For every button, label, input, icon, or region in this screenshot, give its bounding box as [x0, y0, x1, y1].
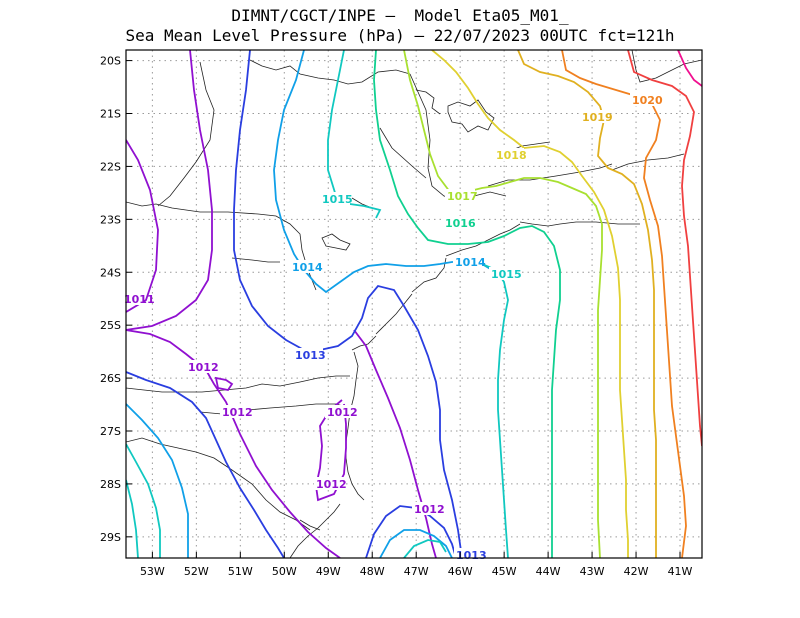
x-tick-label: 44W — [536, 565, 561, 578]
contour-label: 1012 — [188, 361, 219, 374]
x-tick-label: 45W — [492, 565, 517, 578]
isobar-1019 — [517, 50, 657, 558]
isobar-1021 — [627, 50, 702, 447]
isobar-1012 — [353, 329, 437, 558]
coastline — [519, 221, 640, 227]
isobar-1011 — [126, 139, 159, 313]
contour-label: 1014 — [455, 256, 486, 269]
state-border — [126, 375, 350, 393]
x-tick-label: 51W — [228, 565, 253, 578]
isobar-1020 — [561, 50, 687, 558]
contour-label: 1019 — [582, 111, 613, 124]
state-border — [379, 127, 427, 179]
contour-labels: 1011 1012 1012 1012 1012 1012 1013 1013 … — [124, 93, 663, 562]
isobar-1012 — [126, 329, 341, 558]
contour-label: 1020 — [632, 94, 663, 107]
x-tick-label: 43W — [580, 565, 605, 578]
coastline — [415, 89, 441, 115]
isobar-1012 — [315, 399, 347, 502]
y-tick-label: 23S — [100, 213, 121, 226]
y-tick-label: 22S — [100, 160, 121, 173]
lake — [447, 99, 495, 133]
state-border — [126, 201, 317, 291]
x-tick-label: 47W — [404, 565, 429, 578]
y-tick-label: 29S — [100, 531, 121, 544]
isobar-1013 — [233, 50, 463, 558]
y-tick-label: 26S — [100, 372, 121, 385]
x-tick-label: 52W — [184, 565, 209, 578]
isobar-1018 — [431, 50, 629, 558]
country-border — [126, 437, 311, 531]
country-border — [299, 519, 321, 531]
y-tick-label: 27S — [100, 425, 121, 438]
coastline — [411, 257, 447, 293]
x-tick-label: 50W — [272, 565, 297, 578]
x-tick-label: 46W — [448, 565, 473, 578]
isobar-1022 — [677, 50, 702, 87]
isobar-1015 — [469, 257, 509, 558]
state-border — [157, 61, 215, 207]
isobar-1015 — [403, 539, 447, 558]
isobar-1012 — [214, 376, 234, 392]
coastline — [289, 503, 341, 558]
isobar-1015 — [126, 443, 161, 558]
coastline — [445, 223, 521, 257]
contour-label: 1012 — [222, 406, 253, 419]
x-tick-label: 42W — [624, 565, 649, 578]
contour-label: 1017 — [447, 190, 478, 203]
contour-label: 1013 — [456, 549, 487, 562]
contour-label: 1012 — [414, 503, 445, 516]
isobar-1014 — [126, 403, 189, 558]
contour-label: 1012 — [316, 478, 347, 491]
coastline — [345, 351, 365, 501]
y-tick-label: 20S — [100, 55, 121, 68]
isobar-1016 — [126, 479, 139, 558]
y-tick-label: 25S — [100, 319, 121, 332]
x-axis-ticks: 53W 52W 51W 50W 49W 48W 47W 46W 45W 44W 43W 42W 41W — [140, 552, 693, 578]
contour-label: 1018 — [496, 149, 527, 162]
coastline — [321, 233, 351, 251]
state-border — [249, 59, 411, 85]
title-line-1: DIMNT/CGCT/INPE – Model Eta05_M01_ — [231, 6, 569, 25]
y-tick-label: 21S — [100, 108, 121, 121]
contour-label: 1014 — [292, 261, 323, 274]
graticule-grid — [126, 50, 702, 558]
contour-label: 1011 — [124, 293, 155, 306]
isobars — [126, 50, 702, 558]
coastline — [351, 335, 377, 351]
y-tick-label: 24S — [100, 266, 121, 279]
contour-label: 1016 — [445, 217, 476, 230]
isobar-1012 — [126, 50, 213, 331]
contour-label: 1012 — [327, 406, 358, 419]
isobar-1017 — [403, 50, 603, 558]
isobar-1016 — [373, 50, 561, 558]
coastlines-borders — [126, 50, 702, 558]
title-line-2: Sea Mean Level Pressure (hPa) – 22/07/20… — [125, 26, 675, 45]
state-border — [611, 153, 685, 171]
contour-label: 1013 — [295, 349, 326, 362]
contour-label: 1015 — [322, 193, 353, 206]
isobar-1013 — [126, 371, 285, 558]
x-tick-label: 53W — [140, 565, 165, 578]
coastline — [375, 293, 413, 335]
map-frame — [125, 49, 703, 559]
y-axis-ticks: 20S 21S 22S 23S 24S 25S 26S 27S 28S 29S — [100, 55, 132, 544]
x-tick-label: 48W — [360, 565, 385, 578]
isobar-1014 — [379, 529, 453, 558]
state-border — [487, 163, 613, 187]
contour-label: 1015 — [491, 268, 522, 281]
isobar-1015 — [327, 50, 382, 219]
state-border — [409, 73, 507, 201]
x-tick-label: 41W — [668, 565, 693, 578]
state-border — [231, 257, 280, 263]
x-tick-label: 49W — [316, 565, 341, 578]
y-tick-label: 28S — [100, 478, 121, 491]
